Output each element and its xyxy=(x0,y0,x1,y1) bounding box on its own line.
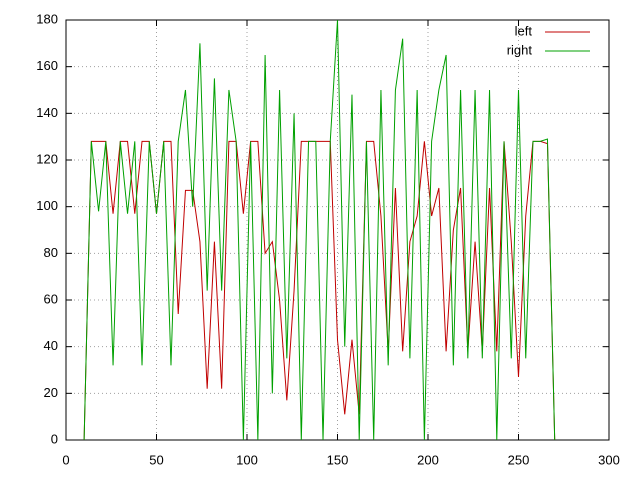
y-tick-label: 160 xyxy=(36,58,58,73)
x-tick-label: 150 xyxy=(327,452,349,467)
y-tick-label: 140 xyxy=(36,105,58,120)
y-tick-label: 120 xyxy=(36,151,58,166)
x-tick-label: 100 xyxy=(236,452,258,467)
x-tick-label: 250 xyxy=(508,452,530,467)
legend-label: right xyxy=(507,42,533,57)
y-tick-label: 80 xyxy=(44,245,58,260)
y-tick-label: 180 xyxy=(36,11,58,26)
y-tick-label: 100 xyxy=(36,198,58,213)
x-tick-label: 200 xyxy=(417,452,439,467)
x-tick-label: 0 xyxy=(62,452,69,467)
y-tick-label: 0 xyxy=(51,431,58,446)
y-tick-label: 40 xyxy=(44,338,58,353)
data-line xyxy=(83,19,556,441)
y-tick-label: 60 xyxy=(44,291,58,306)
legend-label: left xyxy=(515,23,533,38)
x-tick-label: 300 xyxy=(598,452,620,467)
y-tick-label: 20 xyxy=(44,385,58,400)
x-tick-label: 50 xyxy=(149,452,163,467)
